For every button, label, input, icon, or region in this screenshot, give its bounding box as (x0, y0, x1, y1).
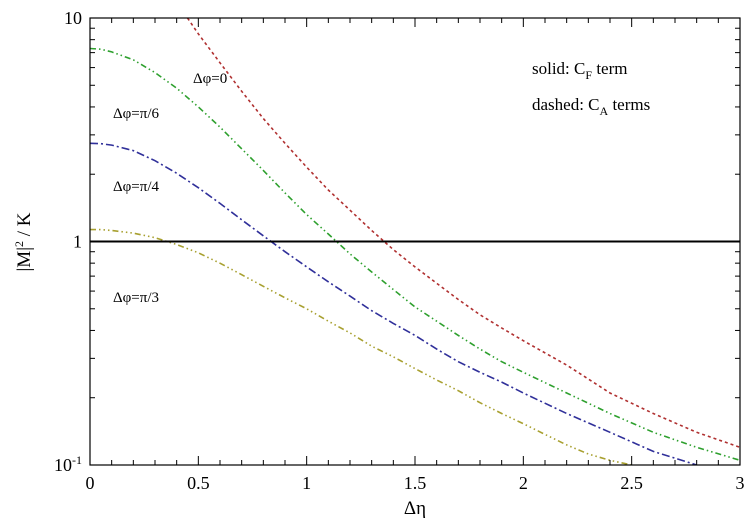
series-label-dphi-pi3: Δφ=π/3 (113, 290, 159, 306)
series-line-2 (90, 142, 697, 465)
y-tick-label-bottom: 10-1 (54, 453, 82, 475)
x-tick-label-0: 0 (86, 473, 95, 493)
x-tick-label-3: 1.5 (404, 473, 427, 493)
x-tick-label-5: 2.5 (620, 473, 643, 493)
x-tick-label-1: 0.5 (187, 473, 210, 493)
y-tick-label-0: 10 (64, 8, 82, 28)
x-tick-label-4: 2 (519, 473, 528, 493)
legend-solid: solid: CF term (532, 59, 627, 82)
series-line-0 (186, 18, 740, 449)
series-label-dphi-pi6: Δφ=π/6 (113, 106, 160, 122)
series-label-dphi-pi4: Δφ=π/4 (113, 179, 160, 195)
series-line-3 (90, 228, 632, 465)
x-axis-title: Δη (404, 498, 426, 519)
y-axis-title: |M|2 / K (12, 212, 35, 271)
series-layer (90, 18, 740, 465)
legend-dashed: dashed: CA terms (532, 95, 650, 118)
series-line-1 (90, 47, 740, 462)
x-tick-label-2: 1 (302, 473, 311, 493)
series-label-dphi-0: Δφ=0 (193, 71, 227, 87)
x-tick-label-6: 3 (736, 473, 745, 493)
y-tick-label-1: 1 (73, 232, 82, 252)
ticks-layer: 0 0.5 1 1.5 2 2.5 3 10 1 10-1 (54, 8, 745, 493)
